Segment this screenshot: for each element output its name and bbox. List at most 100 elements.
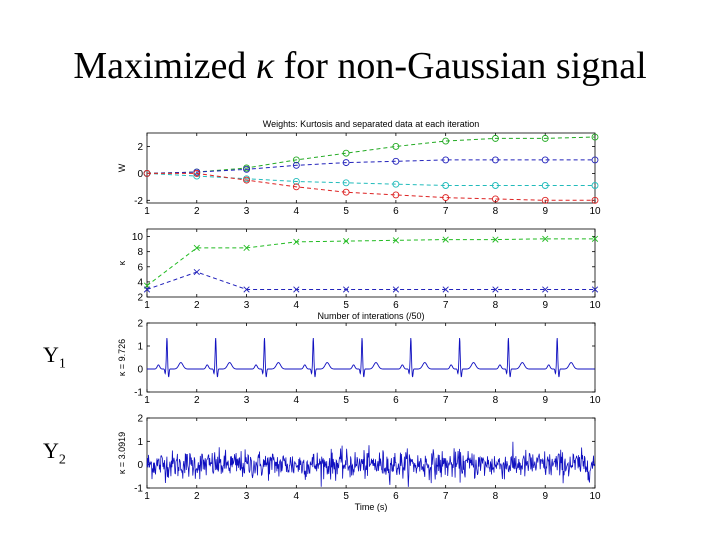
data-point (292, 156, 300, 164)
data-point (542, 235, 549, 242)
y-tick-label: 8 (137, 247, 143, 258)
x-tick-label: 10 (589, 206, 601, 217)
x-tick-label: 7 (443, 300, 449, 311)
series-line-2 (146, 159, 595, 174)
data-point (442, 156, 450, 164)
chart-panel-4: 1 2 3 4 5 6 7 8 9 10 -1 0 1 2 κ = 3.0919 Time (s) (117, 414, 601, 513)
y-tick-label: 0 (137, 460, 143, 471)
data-point (193, 268, 200, 276)
x-tick-label: 9 (542, 300, 548, 311)
data-point (342, 286, 350, 293)
data-point (491, 195, 499, 203)
plot-area (146, 132, 596, 204)
series-line-1 (146, 136, 596, 174)
data-point (541, 196, 549, 204)
plot-area (146, 228, 596, 298)
x-tick-label: 3 (244, 300, 250, 311)
data-point (392, 143, 400, 150)
data-point (293, 286, 300, 293)
title-suffix: for non-Gaussian signal (274, 45, 647, 87)
x-tick-label: 6 (393, 491, 399, 502)
x-tick-label: 6 (393, 206, 399, 217)
title-kappa-symbol: κ (255, 45, 275, 87)
data-point (392, 237, 400, 244)
x-tick-label: 4 (294, 206, 300, 217)
plot-area (146, 417, 596, 489)
slide-title: Maximized κ for non-Gaussian signal (0, 44, 720, 88)
x-tick-label: 7 (443, 491, 449, 502)
x-tick-label: 5 (343, 206, 349, 217)
series-line-4 (147, 172, 595, 201)
y-tick-label: 2 (137, 142, 143, 153)
chart-panel-1: 1 2 3 4 5 6 7 8 9 10 -2 0 2 W Weights: Kurtosis and se… (117, 119, 601, 217)
y-tick-label: 0 (137, 365, 143, 376)
x-tick-label: 9 (542, 206, 548, 217)
x-tick-label: 9 (542, 395, 548, 406)
x-tick-label: 6 (393, 300, 399, 311)
chart-panel-3: 1 2 3 4 5 6 7 8 9 10 -1 0 1 2 κ = 9.726 (117, 319, 601, 407)
x-tick-label: 4 (294, 491, 300, 502)
y-axis-label: κ = 9.726 (117, 339, 127, 376)
data-point (342, 159, 350, 167)
data-point (591, 196, 599, 204)
data-point (491, 134, 499, 142)
x-tick-label: 3 (244, 395, 250, 406)
data-point (292, 161, 300, 169)
x-tick-label: 6 (393, 395, 399, 406)
x-tick-label: 5 (343, 491, 349, 502)
x-tick-label: 8 (493, 491, 499, 502)
y-tick-label: -2 (134, 196, 143, 207)
series-line-1 (146, 238, 595, 287)
x-tick-label: 2 (194, 206, 200, 217)
y-tick-label: 2 (137, 319, 143, 330)
x-tick-label: 5 (343, 300, 349, 311)
data-point (442, 182, 450, 189)
y1-label: Y1 (43, 342, 66, 372)
data-point (591, 133, 599, 141)
x-tick-label: 10 (589, 300, 601, 311)
title-prefix: Maximized (73, 45, 256, 87)
chart-title: Weights: Kurtosis and separated data at … (263, 119, 479, 129)
y-tick-label: -1 (134, 484, 143, 495)
y-tick-label: -1 (134, 388, 143, 399)
data-point (492, 236, 499, 243)
data-point (342, 149, 350, 157)
x-tick-label: 2 (194, 395, 200, 406)
data-point (442, 286, 449, 293)
y-tick-label: 0 (137, 169, 143, 180)
data-point (591, 182, 599, 189)
data-point (491, 182, 499, 189)
data-point (542, 286, 549, 293)
x-tick-label: 1 (144, 300, 150, 311)
data-point (193, 169, 201, 177)
data-point (342, 179, 350, 187)
data-point (342, 237, 350, 245)
x-tick-label: 8 (493, 206, 499, 217)
y2-label: Y2 (43, 438, 66, 468)
data-point (541, 182, 549, 189)
data-point (143, 286, 151, 293)
y-tick-label: 4 (137, 277, 143, 288)
data-point (591, 235, 599, 242)
data-point (442, 137, 450, 145)
data-point (293, 238, 300, 245)
x-axis-label: Time (s) (355, 502, 388, 512)
data-point (243, 244, 250, 252)
y1-label-base: Y (43, 342, 59, 367)
data-point (243, 286, 250, 293)
y-axis-label: W (117, 163, 127, 172)
y-tick-label: 2 (137, 293, 143, 304)
x-tick-label: 8 (493, 300, 499, 311)
y-tick-label: 6 (137, 262, 143, 273)
data-point (541, 156, 549, 164)
data-point (392, 157, 400, 165)
x-tick-label: 2 (194, 491, 200, 502)
data-point (342, 188, 350, 196)
y-tick-label: 1 (137, 437, 143, 448)
x-tick-label: 1 (144, 206, 150, 217)
series-line-2 (146, 271, 595, 290)
x-tick-label: 8 (493, 395, 499, 406)
data-point (392, 286, 400, 293)
